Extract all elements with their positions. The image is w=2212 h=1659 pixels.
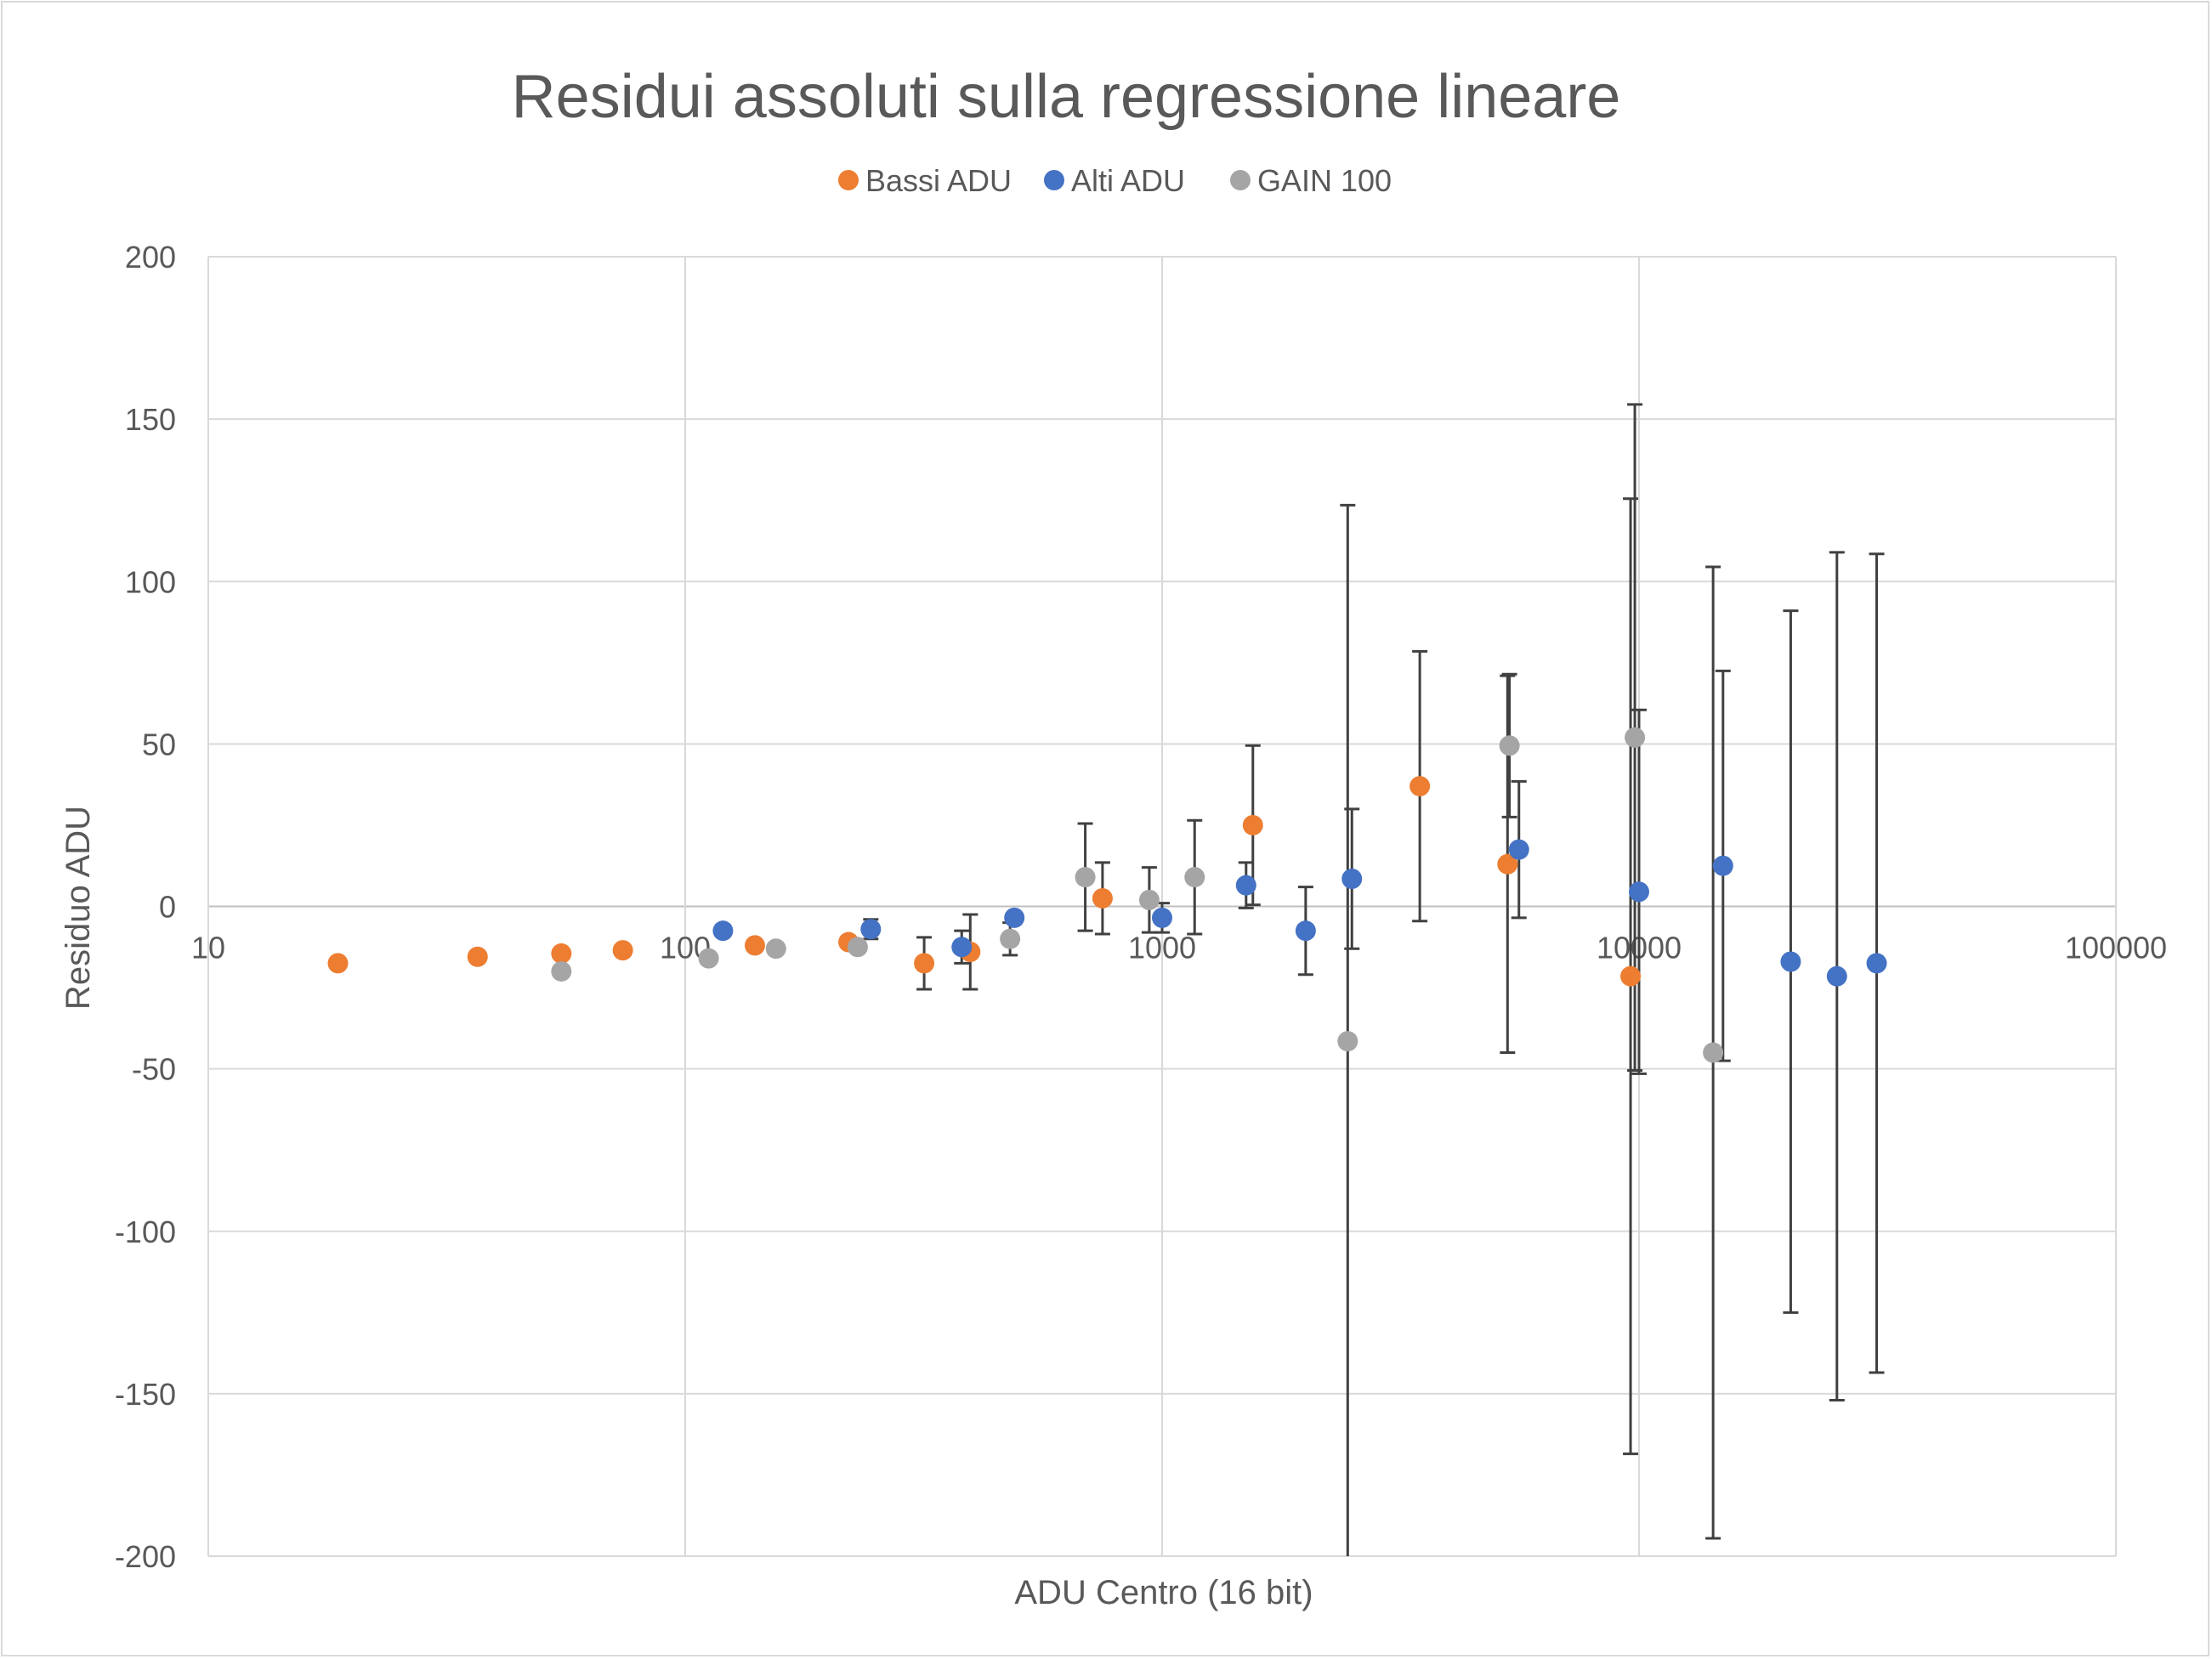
y-tick-label: 150 — [125, 402, 176, 437]
data-point — [765, 938, 786, 960]
x-axis-title: ADU Centro (16 bit) — [1014, 1574, 1313, 1611]
data-point — [1235, 875, 1256, 896]
data-point — [1152, 907, 1172, 928]
data-point — [1242, 814, 1263, 835]
y-tick-labels: 200 150 100 50 0 -50 -100 -150 -200 — [115, 240, 176, 1574]
data-point — [467, 946, 488, 967]
data-point — [1625, 727, 1646, 748]
data-point — [744, 935, 765, 956]
data-point — [1337, 1031, 1358, 1052]
scatter-chart: Residui assoluti sulla regressione linea… — [60, 63, 2167, 1611]
legend-marker — [1044, 170, 1064, 190]
data-point — [1409, 776, 1431, 797]
data-point — [712, 920, 734, 942]
y-tick-label: 0 — [159, 890, 176, 925]
data-point — [1295, 920, 1316, 942]
data-point — [847, 937, 868, 958]
data-point — [1184, 867, 1205, 888]
data-points — [327, 727, 1887, 1063]
data-point — [1075, 867, 1096, 888]
data-point — [1341, 869, 1363, 890]
data-point — [612, 940, 633, 961]
data-point — [951, 937, 973, 958]
legend-marker — [838, 170, 859, 190]
y-axis-title: Residuo ADU — [60, 806, 97, 1010]
x-tick-label: 1000 — [1128, 931, 1196, 965]
data-point — [914, 953, 935, 974]
y-tick-label: 50 — [142, 727, 176, 762]
data-point — [1712, 855, 1733, 876]
data-point — [1092, 887, 1113, 909]
data-point — [327, 953, 349, 974]
data-point — [1499, 735, 1520, 756]
legend-label: Alti ADU — [1071, 163, 1185, 198]
data-point — [551, 960, 572, 982]
data-point — [1780, 951, 1801, 972]
x-tick-label: 100000 — [2065, 931, 2167, 965]
legend-label: GAIN 100 — [1257, 163, 1392, 198]
chart-title: Residui assoluti sulla regressione linea… — [512, 63, 1621, 131]
data-point — [1000, 928, 1021, 949]
data-point — [698, 948, 719, 969]
data-point — [1138, 889, 1160, 910]
y-tick-label: -50 — [132, 1052, 176, 1087]
legend-label: Bassi ADU — [865, 163, 1012, 198]
x-tick-label: 10 — [191, 931, 225, 965]
data-point — [1866, 953, 1887, 974]
data-point — [860, 919, 882, 940]
data-point — [1508, 839, 1529, 860]
y-tick-label: -150 — [115, 1377, 176, 1412]
data-point — [1620, 965, 1642, 987]
y-tick-label: -100 — [115, 1215, 176, 1249]
y-tick-label: -200 — [115, 1539, 176, 1574]
data-point — [551, 943, 572, 964]
error-bars — [849, 403, 1885, 1556]
data-point — [1497, 853, 1518, 875]
y-tick-label: 200 — [125, 240, 176, 275]
data-point — [1703, 1042, 1724, 1063]
legend: Bassi ADU Alti ADU GAIN 100 — [838, 163, 1392, 198]
error-bar — [1340, 503, 1356, 1556]
data-point — [1826, 965, 1847, 987]
data-point — [1629, 881, 1649, 903]
data-point — [1004, 907, 1025, 928]
legend-marker — [1230, 170, 1251, 190]
y-tick-label: 100 — [125, 564, 176, 599]
